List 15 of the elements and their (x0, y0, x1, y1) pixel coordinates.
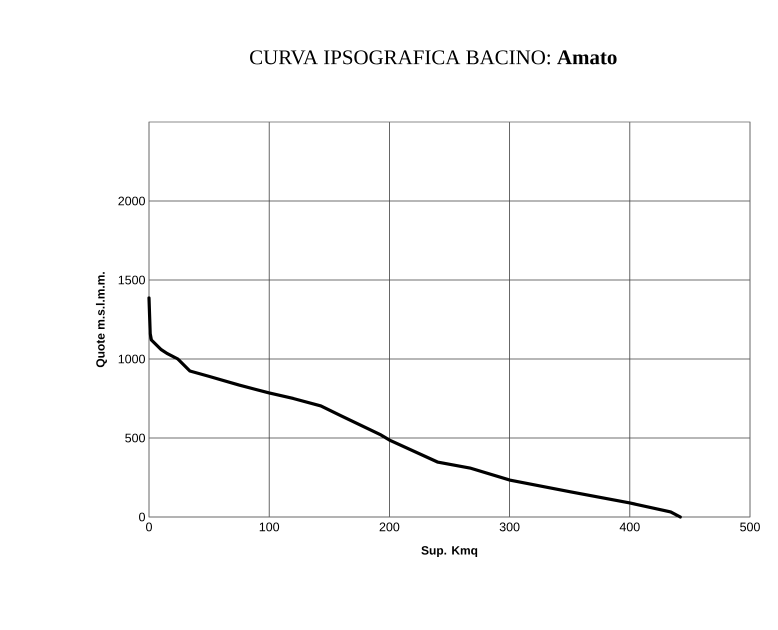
x-tick-label: 500 (740, 522, 760, 532)
y-tick-label: 1000 (118, 354, 145, 364)
x-tick-label: 200 (380, 522, 400, 532)
chart-title: CURVA IPSOGRAFICA BACINO: Amato (250, 50, 617, 64)
line-series (147, 296, 682, 519)
x-tick-label: 300 (500, 522, 520, 532)
y-tick-label: 1500 (118, 276, 145, 284)
y-tick-label: 500 (125, 434, 145, 442)
x-axis-title: Sup. Kmq (421, 546, 478, 558)
x-tick-label: 100 (260, 522, 280, 532)
y-axis-title: Quote m.s.l.m.m. (96, 272, 107, 368)
x-tick-label: 400 (620, 522, 640, 532)
y-tick-label: 0 (139, 512, 145, 522)
y-tick-label: 2000 (118, 196, 145, 206)
x-tick-label: 0 (146, 522, 152, 532)
